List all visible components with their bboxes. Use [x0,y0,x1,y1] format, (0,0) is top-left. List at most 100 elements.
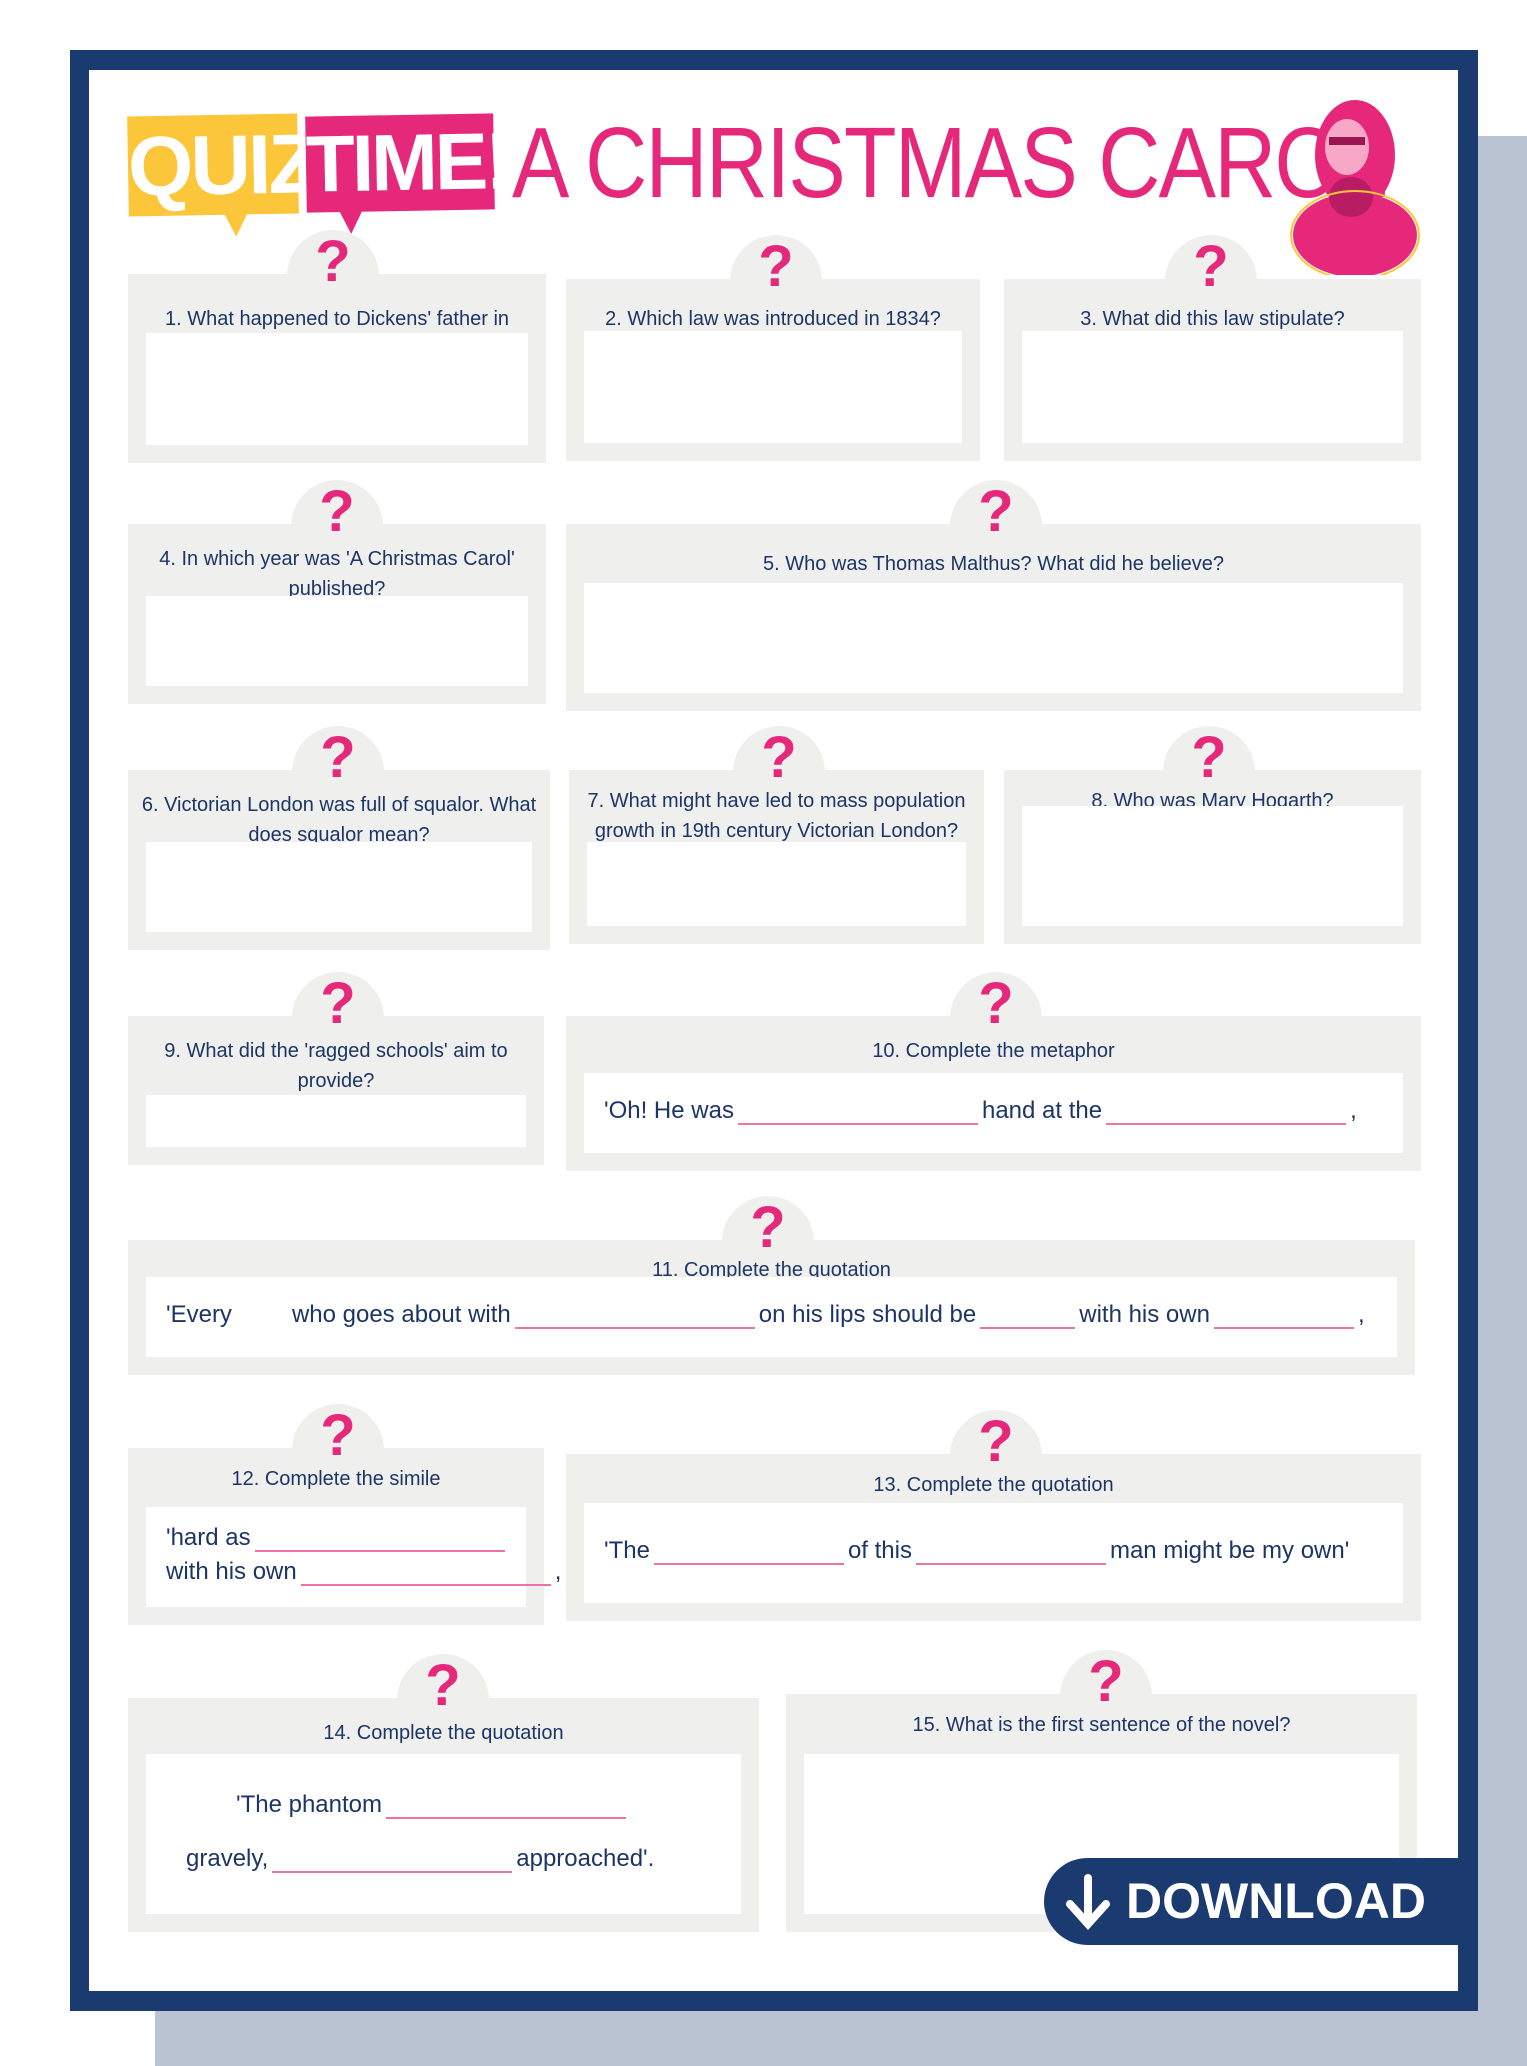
question-text: 6. Victorian London was full of squalor.… [141,794,537,846]
answer-box[interactable]: 'The of this man might be my own' [584,1503,1403,1603]
page-title: A CHRISTMAS CAROL [512,107,1388,219]
quote-text: , [554,1557,562,1585]
download-label: DOWNLOAD [1126,1873,1426,1929]
question-mark-icon: ? [320,1403,356,1468]
card-tab: ? [950,1410,1042,1480]
quote-text: on his lips should be [758,1301,977,1328]
quiz-badge: QUIZ [127,113,317,217]
card-tab: ? [292,726,384,796]
question-card: ? 5. Who was Thomas Malthus? What did he… [566,480,1421,711]
question-mark-icon: ? [978,1409,1014,1474]
card-tab: ? [730,235,822,305]
fill-in-line: 'The of this man might be my own' [604,1537,1349,1565]
download-button[interactable]: DOWNLOAD [1044,1858,1458,1945]
card-tab: ? [291,480,383,550]
answer-box[interactable] [146,1095,526,1147]
fill-in-line: gravely, approached'. [186,1845,654,1873]
blank-field[interactable] [272,1845,513,1873]
quote-text: with his own [166,1557,297,1585]
card-tab: ? [950,972,1042,1042]
question-card: ? 6. Victorian London was full of squalo… [128,726,550,950]
blank-field[interactable] [737,1097,978,1125]
quote-text: 'Oh! He was [604,1097,734,1124]
fill-in-line: 'The phantom [236,1791,630,1820]
fill-in-line: 'Every who goes about with on his lips sho… [166,1301,1365,1329]
card-tab: ? [292,1404,384,1474]
quote-text: man might be my own' [1109,1537,1350,1564]
answer-box[interactable] [584,583,1403,693]
card-tab: ? [292,972,384,1042]
question-mark-icon: ? [320,725,356,790]
blank-field[interactable] [300,1558,551,1586]
blank-field[interactable] [980,1301,1076,1329]
card-tab: ? [1163,726,1255,796]
download-arrow-icon [1066,1874,1110,1930]
answer-box[interactable] [1022,806,1403,926]
question-mark-icon: ? [758,234,794,299]
quote-text: 'The [604,1537,650,1564]
question-mark-icon: ? [319,479,355,544]
question-card: ? 11. Complete the quotation 'Every who g… [128,1196,1415,1375]
quote-text: , [1357,1301,1365,1328]
question-text: 5. Who was Thomas Malthus? What did he b… [763,553,1224,575]
blank-field[interactable] [514,1301,755,1329]
answer-box[interactable] [146,333,528,445]
time-badge: TIME! [305,113,509,213]
fill-in-line: with his own, [166,1558,561,1586]
question-text: 3. What did this law stipulate? [1080,308,1345,330]
question-mark-icon: ? [425,1653,461,1718]
question-card: ? 1. What happened to Dickens' father in… [128,230,546,463]
question-text: 2. Which law was introduced in 1834? [605,308,941,330]
fill-in-line: 'Oh! He was hand at the, [604,1097,1357,1125]
question-mark-icon: ? [761,725,797,790]
answer-box[interactable] [584,331,962,443]
blank-field[interactable] [386,1791,627,1820]
question-mark-icon: ? [978,971,1014,1036]
dickens-portrait-icon [1290,100,1420,275]
question-card: ? 8. Who was Mary Hogarth? [1004,726,1421,944]
quote-text: gravely, [186,1844,269,1872]
question-card: ? 12. Complete the simile 'hard as with h… [128,1404,561,1625]
question-mark-icon: ? [320,971,356,1036]
question-mark-icon: ? [978,479,1014,544]
question-text: 4. In which year was 'A Christmas Carol'… [159,548,515,600]
question-mark-icon: ? [1088,1649,1124,1714]
quote-text: , [1350,1097,1357,1124]
question-text: 13. Complete the quotation [873,1474,1114,1496]
quote-text: hand at the [981,1097,1103,1124]
blank-field[interactable] [1213,1301,1354,1329]
answer-box[interactable]: 'hard as with his own, [146,1507,561,1607]
question-text: 15. What is the first sentence of the no… [912,1714,1291,1736]
question-text: 14. Complete the quotation [323,1722,564,1744]
quote-text: who goes about with [291,1301,511,1328]
question-card: ? 4. In which year was 'A Christmas Caro… [128,480,546,704]
question-card: ? 14. Complete the quotation 'The phanto… [128,1654,759,1932]
blank-field[interactable] [653,1537,844,1565]
answer-box[interactable]: 'Oh! He was hand at the, [584,1073,1403,1153]
question-text: 7. What might have led to mass populatio… [587,790,966,842]
answer-box[interactable] [1022,331,1403,443]
question-mark-icon: ? [1191,725,1227,790]
answer-box[interactable] [146,842,532,932]
quote-text: 'hard as [166,1524,251,1552]
answer-box[interactable]: 'The phantom gravely, approached'. [146,1754,741,1914]
blank-field[interactable] [1106,1097,1347,1125]
question-card: ? 2. Which law was introduced in 1834? [566,235,980,461]
question-text: 9. What did the 'ragged schools' aim to … [164,1040,508,1092]
card-tab: ? [1165,235,1257,305]
question-card: ? 10. Complete the metaphor 'Oh! He was h… [566,972,1421,1171]
question-mark-icon: ? [1193,234,1229,299]
question-text: 10. Complete the metaphor [872,1040,1115,1062]
blank-field[interactable] [915,1537,1106,1565]
answer-box[interactable]: 'Every who goes about with on his lips sho… [146,1277,1397,1357]
question-mark-icon: ? [315,229,351,294]
question-card: ? 7. What might have led to mass populat… [569,726,984,944]
question-card: ? 9. What did the 'ragged schools' aim t… [128,972,544,1165]
question-text: 12. Complete the simile [231,1468,441,1490]
blank-field[interactable] [254,1524,505,1553]
card-tab: ? [733,726,825,796]
question-card: ? 3. What did this law stipulate? [1004,235,1421,461]
answer-box[interactable] [587,842,966,926]
quote-text: with his own [1079,1301,1210,1328]
answer-box[interactable] [146,596,528,686]
